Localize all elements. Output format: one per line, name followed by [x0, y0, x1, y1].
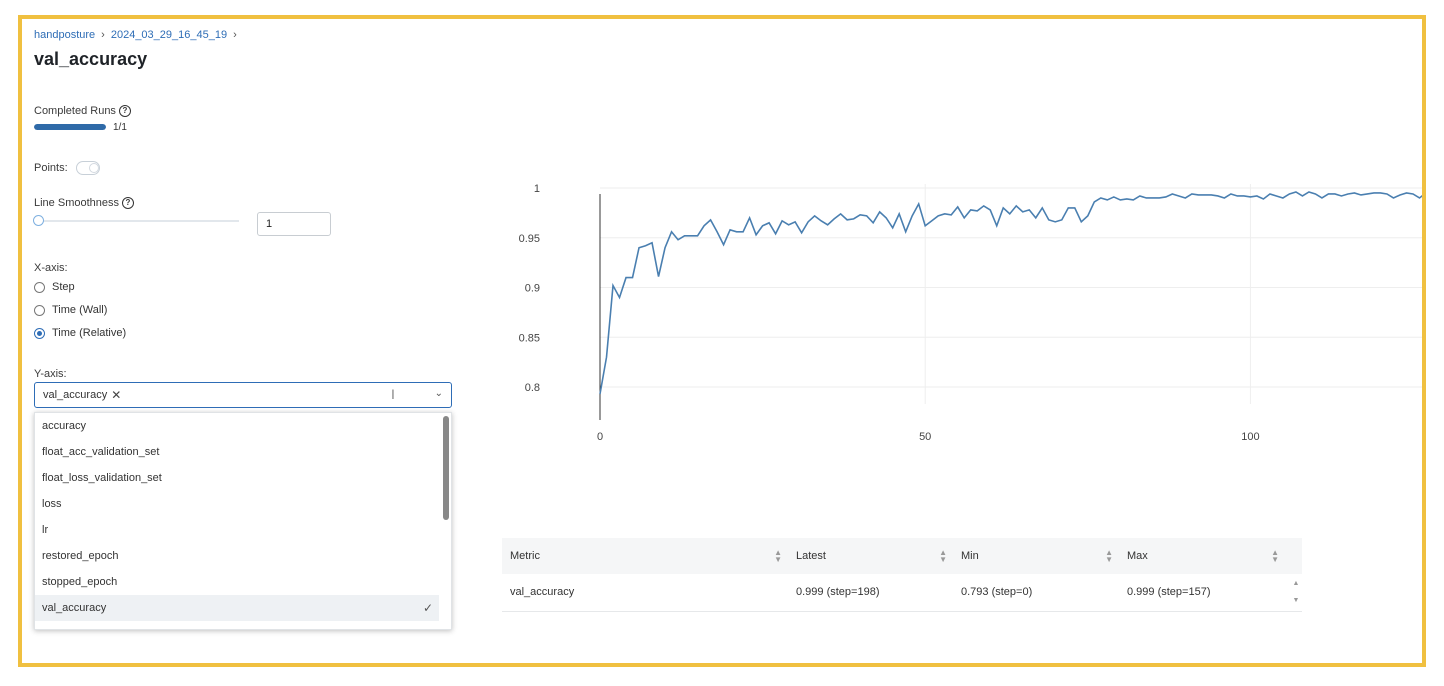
sort-icon[interactable]: ▲ ▼: [1105, 548, 1113, 564]
cell-max: 0.999 (step=157): [1127, 586, 1211, 598]
breadcrumb-run-link[interactable]: 2024_03_29_16_45_19: [110, 29, 228, 41]
column-header-latest[interactable]: Latest ▲ ▼: [788, 538, 953, 574]
y-tick-label: 0.8: [525, 382, 540, 394]
radio-button[interactable]: [34, 304, 45, 316]
chip-label: val_accuracy: [43, 389, 108, 401]
points-label: Points:: [34, 162, 68, 174]
dropdown-option-loss[interactable]: loss: [42, 498, 62, 510]
header-label: Metric: [510, 550, 540, 562]
x-axis-label: X-axis:: [34, 262, 68, 274]
line-chart: 1 0.95 0.9 0.85 0.8 0 50 100: [519, 184, 1422, 443]
points-setting: Points:: [34, 161, 100, 175]
breadcrumb: handposture › 2024_03_29_16_45_19 ›: [34, 29, 237, 41]
y-tick-label: 1: [534, 184, 540, 195]
selected-metric-chip: val_accuracy ✕: [43, 388, 121, 402]
y-axis-dropdown-menu: accuracy float_acc_validation_set float_…: [34, 412, 452, 630]
x-tick-label: 0: [597, 431, 603, 443]
cell-min: 0.793 (step=0): [961, 586, 1033, 598]
dropdown-option-restored-epoch[interactable]: restored_epoch: [42, 550, 119, 562]
y-axis-label: Y-axis:: [34, 368, 67, 380]
line-smoothness-text: Line Smoothness: [34, 197, 119, 209]
column-header-metric[interactable]: Metric ▲ ▼: [502, 538, 788, 574]
dropdown-option-stopped-epoch[interactable]: stopped_epoch: [42, 576, 118, 588]
y-tick-label: 0.95: [519, 233, 540, 245]
screenshot-frame: handposture › 2024_03_29_16_45_19 › val_…: [18, 15, 1426, 667]
y-tick-label: 0.85: [519, 332, 540, 344]
breadcrumb-project-link[interactable]: handposture: [34, 29, 96, 41]
completed-runs-text: Completed Runs: [34, 105, 116, 117]
column-header-min[interactable]: Min ▲ ▼: [953, 538, 1119, 574]
cell-latest: 0.999 (step=198): [796, 586, 880, 598]
y-tick-label: 0.9: [525, 283, 540, 295]
completed-runs-count: 1/1: [113, 122, 127, 133]
metrics-table: Metric ▲ ▼ Latest ▲ ▼ Min ▲ ▼ Max ▲ ▼ val_ac…: [502, 538, 1302, 612]
line-smoothness-slider[interactable]: [33, 215, 239, 226]
checkmark-icon: ✓: [422, 601, 433, 615]
line-smoothness-label: Line Smoothness?: [34, 197, 134, 210]
completed-runs-label: Completed Runs?: [34, 105, 131, 118]
table-header: Metric ▲ ▼ Latest ▲ ▼ Min ▲ ▼ Max ▲ ▼: [502, 538, 1302, 574]
chevron-down-icon[interactable]: ⌄: [434, 388, 443, 399]
text-cursor-icon: I: [391, 386, 395, 402]
x-tick-label: 50: [919, 431, 931, 443]
dropdown-option-float-loss-validation-set[interactable]: float_loss_validation_set: [42, 472, 162, 484]
metric-page: handposture › 2024_03_29_16_45_19 › val_…: [22, 19, 1422, 663]
dropdown-option-float-acc-validation-set[interactable]: float_acc_validation_set: [42, 446, 160, 458]
table-row[interactable]: val_accuracy 0.999 (step=198) 0.793 (ste…: [502, 574, 1302, 612]
dropdown-option-val-accuracy[interactable]: val_accuracy ✓: [35, 595, 439, 621]
header-label: Min: [961, 550, 979, 562]
line-smoothness-input[interactable]: [257, 212, 331, 236]
breadcrumb-separator: ›: [233, 29, 237, 41]
x-axis-option-time-relative[interactable]: Time (Relative): [34, 327, 126, 339]
x-axis-option-time-wall[interactable]: Time (Wall): [34, 304, 107, 316]
dropdown-option-accuracy[interactable]: accuracy: [42, 420, 87, 432]
y-axis-select[interactable]: val_accuracy ✕ I ⌄: [34, 382, 452, 408]
option-label: val_accuracy: [42, 602, 107, 614]
dropdown-option-lr[interactable]: lr: [42, 524, 49, 536]
toggle-knob: [88, 163, 99, 173]
help-icon[interactable]: ?: [118, 105, 131, 118]
series-line: [599, 191, 1422, 395]
chip-remove-icon[interactable]: ✕: [111, 388, 122, 402]
radio-button-selected[interactable]: [34, 327, 45, 339]
radio-button[interactable]: [34, 281, 45, 293]
sort-icon[interactable]: ▲ ▼: [1271, 548, 1279, 564]
x-axis-option-step[interactable]: Step: [34, 281, 75, 293]
radio-label: Time (Relative): [52, 327, 127, 339]
progress-fill: [34, 124, 106, 130]
help-icon[interactable]: ?: [122, 197, 134, 210]
radio-label: Step: [52, 281, 75, 293]
completed-runs-progress-bar: [34, 124, 106, 130]
radio-label: Time (Wall): [52, 304, 108, 316]
x-tick-label: 100: [1241, 431, 1259, 443]
slider-handle[interactable]: [33, 215, 44, 226]
header-label: Latest: [796, 550, 826, 562]
sort-icon[interactable]: ▲ ▼: [774, 548, 782, 564]
table-scroll-arrows-icon[interactable]: ▲ ▼: [1292, 580, 1300, 604]
page-title: val_accuracy: [34, 49, 148, 69]
points-toggle[interactable]: [75, 161, 100, 175]
sort-icon[interactable]: ▲ ▼: [939, 548, 947, 564]
breadcrumb-separator: ›: [101, 29, 105, 41]
header-label: Max: [1127, 550, 1148, 562]
dropdown-scrollbar[interactable]: [443, 416, 449, 520]
cell-metric: val_accuracy: [510, 586, 575, 598]
column-header-max[interactable]: Max ▲ ▼: [1119, 538, 1285, 574]
